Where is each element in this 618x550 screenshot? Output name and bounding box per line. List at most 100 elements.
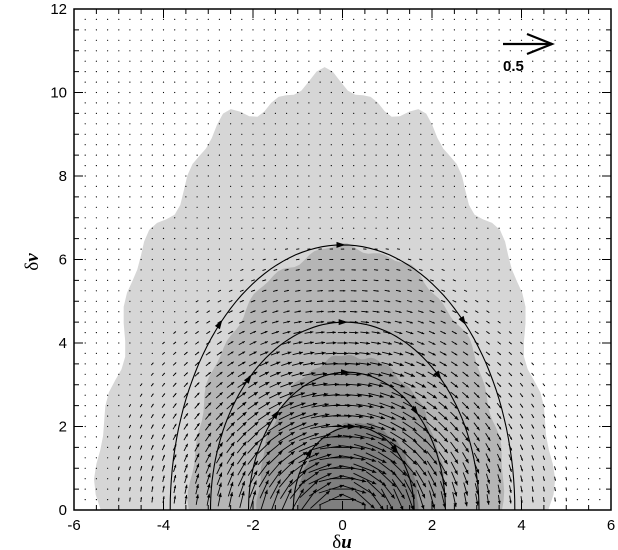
vector-arrow [496,372,502,377]
vector-arrow [341,71,344,73]
vector-arrow [172,362,177,366]
vector-arrow [129,476,131,481]
vector-arrow [274,112,276,114]
vector-arrow [274,102,276,104]
vector-arrow [497,351,502,356]
vector-arrow [308,227,310,229]
vector-arrow [297,29,299,31]
vector-arrow [327,310,335,313]
vector-arrow [543,206,545,208]
vector-arrow [485,473,490,484]
vector-arrow [509,112,511,114]
vector-arrow [554,29,556,31]
vector-arrow [353,165,355,167]
vector-arrow [274,206,276,208]
vector-arrow [174,165,176,167]
vector-arrow [207,217,209,219]
vector-arrow [185,71,187,73]
vector-arrow [532,18,534,20]
vector-arrow [218,39,220,41]
vector-arrow [308,81,310,83]
vector-arrow [427,371,437,378]
vector-arrow [420,175,422,177]
vector-arrow [257,431,271,443]
vector-arrow [576,112,579,114]
vector-arrow [140,497,142,503]
vector-arrow [487,196,489,198]
vector-arrow [498,269,500,271]
vector-arrow [151,196,153,198]
vector-arrow [576,279,579,281]
vector-arrow [284,289,290,292]
vector-arrow [226,381,235,388]
vector-arrow [576,321,579,323]
vector-arrow [107,300,109,302]
vector-arrow [576,123,579,125]
vector-arrow [542,465,545,471]
vector-arrow [241,238,243,240]
vector-arrow [241,81,243,83]
vector-arrow [84,457,86,459]
vector-arrow [270,361,281,367]
vector-arrow [520,475,523,483]
vector-arrow [373,279,379,282]
vector-arrow [532,300,534,302]
vector-arrow [205,351,211,356]
vector-arrow [84,415,86,417]
vector-arrow [397,102,399,104]
vector-arrow [308,102,310,104]
vector-arrow [409,196,411,198]
vector-arrow [391,479,405,500]
vector-arrow [576,227,579,229]
vector-arrow [271,489,280,510]
vector-arrow [238,330,245,335]
vector-arrow [185,290,187,292]
vector-arrow [151,112,153,114]
vector-arrow [289,412,307,420]
vector-arrow [453,29,455,31]
vector-arrow [286,18,288,20]
vector-arrow [162,18,165,20]
vector-arrow [519,454,524,461]
vector-arrow [252,165,254,167]
vector-arrow [364,154,366,156]
vector-arrow [230,175,232,177]
vector-arrow [576,29,579,31]
vector-arrow [95,91,97,94]
vector-arrow [95,39,97,41]
vector-arrow [465,185,467,187]
vector-arrow [140,50,142,52]
vector-arrow [353,39,355,41]
vector-arrow [565,81,567,83]
vector-arrow [84,394,86,396]
vector-arrow [554,227,556,229]
vector-arrow [174,154,176,156]
vector-arrow [498,311,500,313]
vector-arrow [174,71,176,73]
vector-arrow [576,425,579,428]
vector-arrow [554,321,556,323]
vector-arrow [431,248,433,250]
vector-arrow [397,206,399,208]
vector-arrow [230,144,232,146]
vector-arrow [302,372,316,377]
vector-arrow [576,248,579,250]
vector-arrow [162,475,165,483]
vector-arrow [218,206,220,208]
vector-arrow [372,310,380,313]
vector-arrow [406,300,413,303]
vector-arrow [249,340,257,346]
streamline-arrowhead [271,410,280,420]
vector-arrow [554,112,556,114]
vector-arrow [263,123,265,125]
vector-arrow [319,18,321,20]
vector-arrow [319,227,321,229]
vector-arrow [394,320,403,324]
vector-arrow [576,71,579,73]
vector-arrow [161,423,166,430]
vector-arrow [162,144,165,146]
vector-arrow [129,175,131,177]
vector-arrow [140,300,142,302]
vector-arrow [599,60,601,62]
vector-arrow [427,470,437,487]
